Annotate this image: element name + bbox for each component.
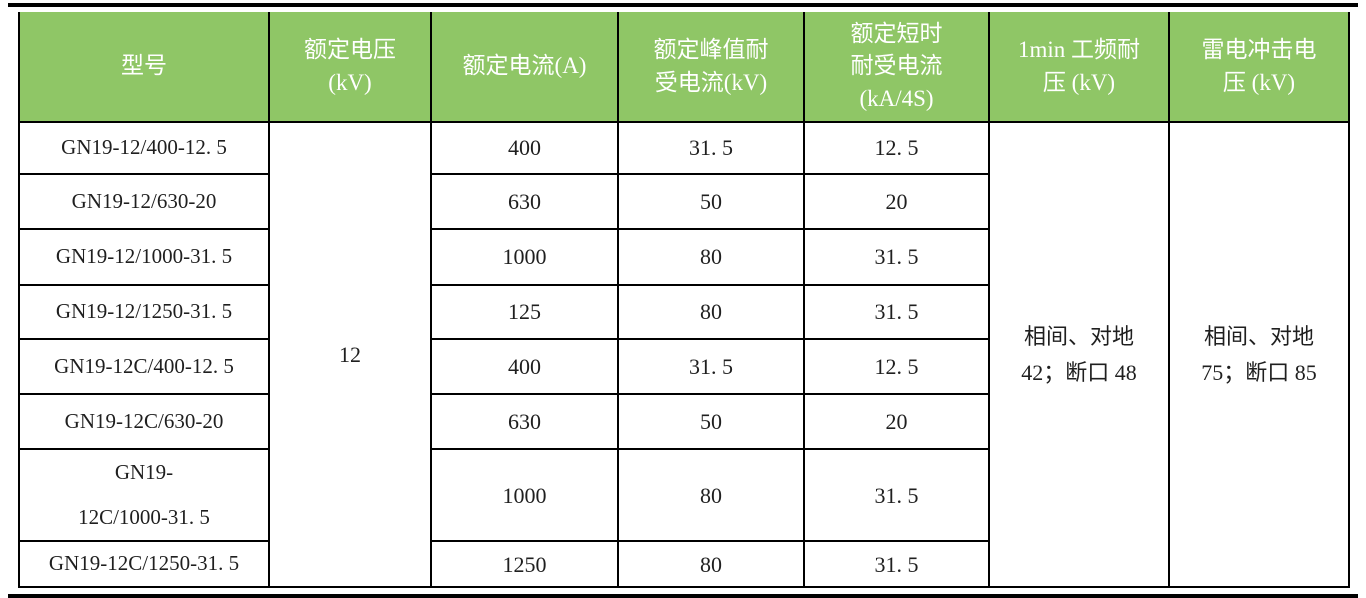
short-time-current-cell: 31. 5 <box>803 228 990 286</box>
short-time-current-cell: 31. 5 <box>803 284 990 340</box>
peak-current-cell: 80 <box>617 447 805 543</box>
rated-current-cell: 630 <box>430 393 619 450</box>
power-frequency-cell: 相间、对地 42；断口 48 <box>988 120 1170 589</box>
header-cell-rated-voltage: 额定电压 (kV) <box>268 12 432 123</box>
model-cell: GN19-12/630-20 <box>18 173 270 230</box>
header-cell-peak-withstand-current: 额定峰值耐 受电流(kV) <box>617 12 805 123</box>
peak-current-cell: 50 <box>617 393 805 450</box>
rated-voltage-cell: 12 <box>268 120 432 589</box>
model-cell: GN19-12C/1250-31. 5 <box>18 540 270 589</box>
short-time-current-cell: 12. 5 <box>803 121 990 175</box>
short-time-current-cell: 31. 5 <box>803 540 990 589</box>
table-row: GN19-12C/630-20 630 50 20 <box>18 393 1349 450</box>
lightning-impulse-cell: 相间、对地 75；断口 85 <box>1168 120 1350 589</box>
short-time-current-cell: 12. 5 <box>803 338 990 395</box>
table-row: GN19-12/630-20 630 50 20 <box>18 173 1349 230</box>
table-row: GN19-12/1250-31. 5 125 80 31. 5 <box>18 284 1349 340</box>
table-row: GN19-12C/1250-31. 5 1250 80 31. 5 <box>18 540 1349 589</box>
header-cell-rated-current: 额定电流(A) <box>430 12 619 123</box>
peak-current-cell: 31. 5 <box>617 338 805 395</box>
header-cell-power-frequency-voltage: 1min 工频耐 压 (kV) <box>988 12 1170 123</box>
model-cell: GN19-12C/400-12. 5 <box>18 338 270 395</box>
header-row: 型号 额定电压 (kV) 额定电流(A) 额定峰值耐 受电流(kV) 额定短时 … <box>18 12 1350 123</box>
rated-current-cell: 1000 <box>430 228 619 286</box>
rated-current-cell: 1250 <box>430 540 619 589</box>
table-frame: 型号 额定电压 (kV) 额定电流(A) 额定峰值耐 受电流(kV) 额定短时 … <box>8 3 1358 598</box>
rated-current-cell: 125 <box>430 284 619 340</box>
table-row: GN19-12/1000-31. 5 1000 80 31. 5 <box>18 228 1349 286</box>
peak-current-cell: 50 <box>617 173 805 230</box>
model-cell: GN19-12/400-12. 5 <box>18 121 270 175</box>
header-cell-lightning-impulse-voltage: 雷电冲击电 压 (kV) <box>1168 12 1350 123</box>
peak-current-cell: 80 <box>617 284 805 340</box>
short-time-current-cell: 31. 5 <box>803 447 990 543</box>
peak-current-cell: 80 <box>617 540 805 589</box>
model-cell: GN19-12C/630-20 <box>18 393 270 450</box>
model-cell: GN19-12/1250-31. 5 <box>18 284 270 340</box>
spec-table: 型号 额定电压 (kV) 额定电流(A) 额定峰值耐 受电流(kV) 额定短时 … <box>18 12 1350 589</box>
rated-current-cell: 400 <box>430 338 619 395</box>
short-time-current-cell: 20 <box>803 393 990 450</box>
peak-current-cell: 31. 5 <box>617 121 805 175</box>
table-row: GN19-12/400-12. 5 12 400 31. 5 12. 5 相间、… <box>18 120 1350 589</box>
model-cell: GN19- 12C/1000-31. 5 <box>18 447 270 543</box>
short-time-current-cell: 20 <box>803 173 990 230</box>
header-cell-model: 型号 <box>18 12 270 123</box>
peak-current-cell: 80 <box>617 228 805 286</box>
rated-current-cell: 400 <box>430 121 619 175</box>
rated-current-cell: 1000 <box>430 447 619 543</box>
rated-current-cell: 630 <box>430 173 619 230</box>
header-cell-short-time-current: 额定短时 耐受电流 (kA/4S) <box>803 12 990 123</box>
table-row: GN19- 12C/1000-31. 5 1000 80 31. 5 <box>18 447 1349 543</box>
table-row: GN19-12C/400-12. 5 400 31. 5 12. 5 <box>18 338 1349 395</box>
model-cell: GN19-12/1000-31. 5 <box>18 228 270 286</box>
